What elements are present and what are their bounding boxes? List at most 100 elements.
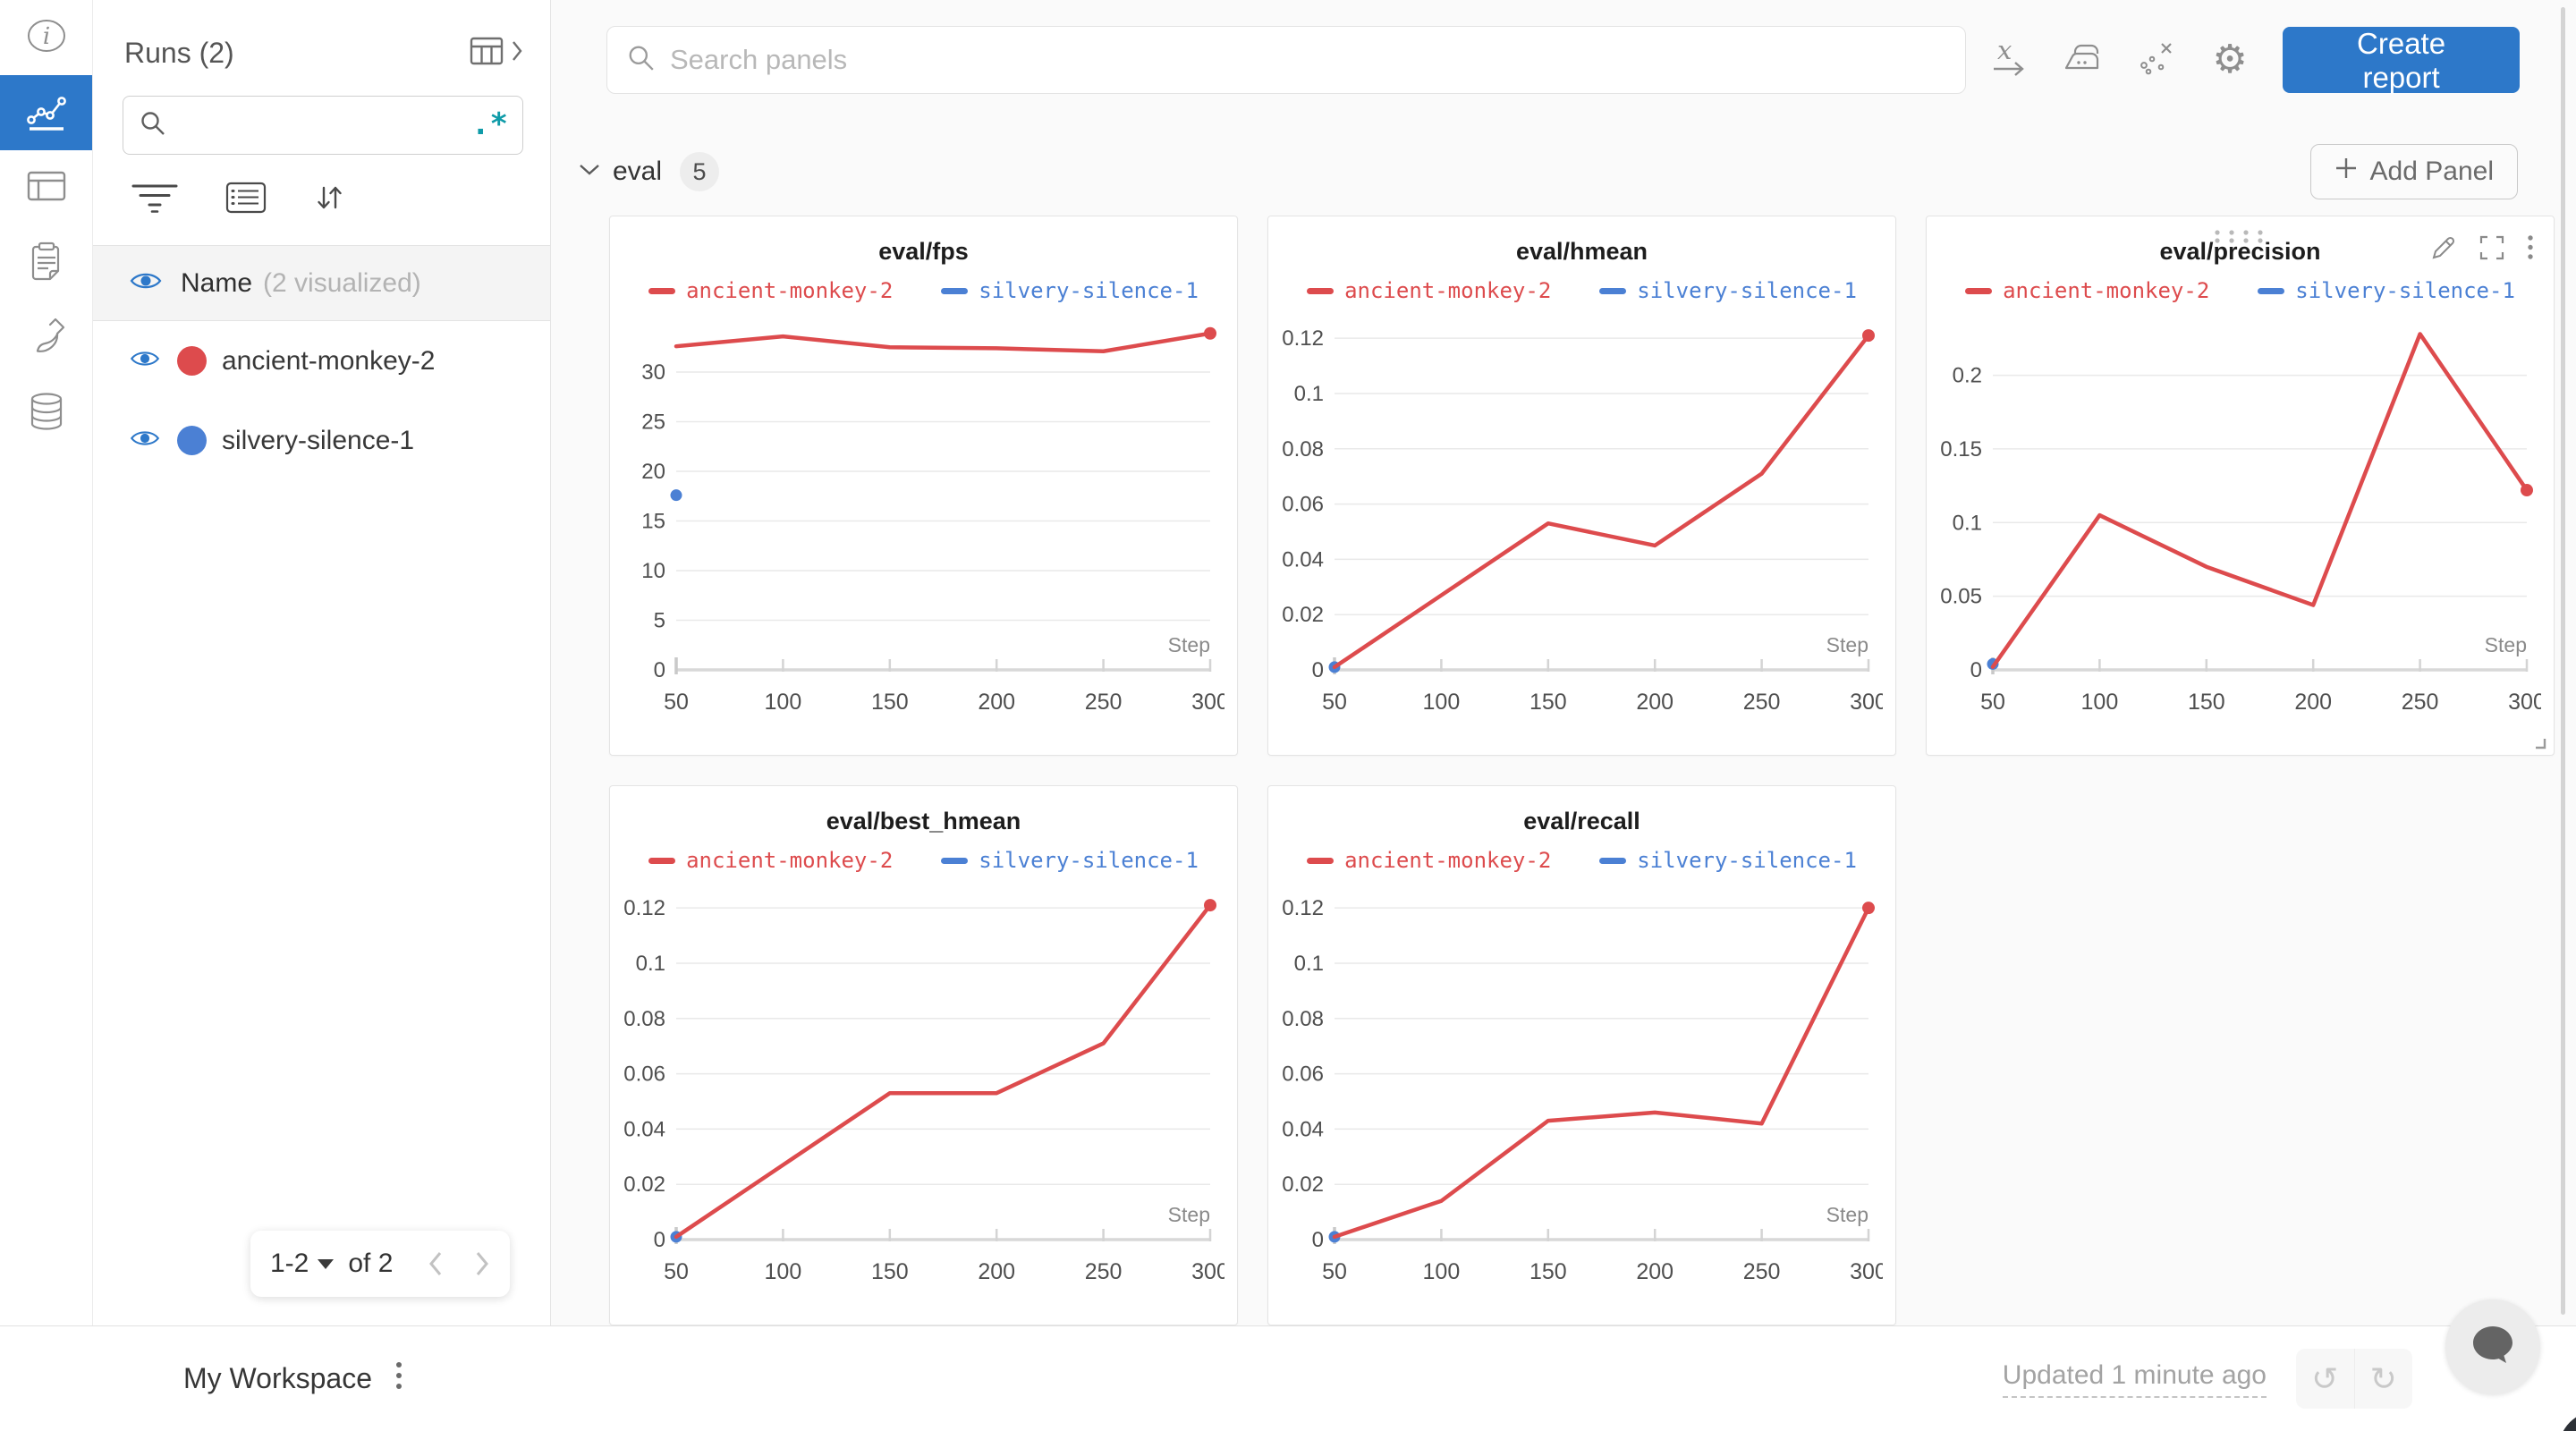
svg-text:20: 20 [641,460,665,484]
rail-item-info[interactable]: i [0,0,92,75]
edit-panel-button[interactable] [2430,234,2457,261]
legend-dash-icon [941,287,969,294]
runs-name-header[interactable]: Name (2 visualized) [93,245,550,321]
chart-plot[interactable]: 0 0.02 0.04 0.06 0.08 0.1 0.12 50 100 150 200 250 30… [624,878,1224,1291]
run-name: ancient-monkey-2 [222,345,436,376]
kebab-icon [394,1359,404,1399]
next-page-button[interactable] [474,1250,490,1277]
svg-text:0.12: 0.12 [1283,896,1324,920]
svg-text:100: 100 [1423,1259,1461,1284]
svg-text:200: 200 [978,690,1015,715]
svg-text:0.1: 0.1 [1294,382,1324,406]
page-range-dropdown[interactable]: 1-2 [270,1249,335,1279]
panel-search-box [606,26,1967,94]
chart-legend: ancient-monkey-2 silvery-silence-1 [1283,276,1881,305]
svg-text:50: 50 [1322,1259,1347,1284]
prev-page-button[interactable] [428,1250,444,1277]
chart-title: eval/precision [2159,238,2321,265]
run-color-dot [177,346,207,376]
run-row[interactable]: silvery-silence-1 [93,401,550,480]
panel-search-input[interactable] [670,44,1946,76]
svg-text:0.02: 0.02 [1283,1173,1324,1197]
svg-text:0.1: 0.1 [1953,511,1982,535]
search-icon [627,44,656,77]
rail-item-charts[interactable] [0,75,92,150]
brush-icon [25,315,68,362]
chart-plot[interactable]: 0 0.02 0.04 0.06 0.08 0.1 0.12 50 100 150 200 250 30… [1283,309,1883,722]
workspace-settings-button[interactable]: ⚙ [2209,40,2250,80]
open-runs-table-button[interactable] [470,36,523,71]
section-collapse-button[interactable] [577,162,602,182]
chart-panel: eval/precision ancient-monkey-2 silvery-si… [1926,216,2555,756]
visibility-eye-icon[interactable] [129,348,161,374]
chart-plot[interactable]: 0 0.02 0.04 0.06 0.08 0.1 0.12 50 100 150 200 250 30… [1283,878,1883,1291]
panel-menu-button[interactable] [2527,234,2534,261]
add-panel-button[interactable]: Add Panel [2309,144,2518,199]
legend-item: ancient-monkey-2 [1307,278,1551,303]
resize-handle-icon[interactable] [2530,733,2548,751]
group-runs-button[interactable] [225,182,267,218]
vertical-scrollbar[interactable] [2561,7,2565,1315]
rail-item-notes[interactable] [0,225,92,301]
legend-label: ancient-monkey-2 [686,848,894,873]
run-search-input[interactable] [179,111,472,140]
legend-label: silvery-silence-1 [979,278,1199,303]
svg-text:300: 300 [1191,690,1224,715]
chart-plot[interactable]: 0 5 10 15 20 25 30 50 100 150 200 250 300 Step [624,309,1224,722]
redo-button[interactable]: ↻ [2355,1349,2413,1409]
iron-icon [2063,40,2104,80]
chart-legend: ancient-monkey-2 silvery-silence-1 [624,846,1223,875]
updated-timestamp[interactable]: Updated 1 minute ago [2002,1360,2267,1398]
sort-runs-button[interactable] [313,182,345,218]
svg-text:250: 250 [1085,1259,1123,1284]
run-row[interactable]: ancient-monkey-2 [93,321,550,401]
rail-item-sweeps[interactable] [0,301,92,376]
rail-item-artifacts[interactable] [0,376,92,451]
legend-label: silvery-silence-1 [979,848,1199,873]
svg-text:10: 10 [641,559,665,583]
drag-handle-icon[interactable] [2211,229,2270,250]
legend-label: silvery-silence-1 [1637,278,1857,303]
sort-icon [313,182,345,218]
svg-text:300: 300 [1850,690,1883,715]
legend-item: silvery-silence-1 [941,278,1199,303]
gear-icon: ⚙ [2212,38,2248,81]
svg-text:15: 15 [641,510,665,534]
svg-text:0.1: 0.1 [636,952,665,976]
legend-item: ancient-monkey-2 [1307,848,1551,873]
visibility-eye-icon[interactable] [129,269,163,297]
svg-text:300: 300 [1850,1259,1883,1284]
section-title[interactable]: eval [613,157,663,186]
create-report-button[interactable]: Create report [2283,27,2520,94]
page-total-label: of 2 [348,1249,394,1278]
rail-item-table[interactable] [0,150,92,225]
visibility-eye-icon[interactable] [129,428,161,453]
filter-runs-button[interactable] [131,182,179,218]
run-color-dot [177,426,207,455]
panel-actions [2430,234,2534,261]
table-icon [25,166,68,210]
runs-sidebar: Runs (2) .* [93,0,551,1325]
chat-launcher-button[interactable] [2445,1300,2540,1394]
workspace-name[interactable]: My Workspace [183,1362,373,1394]
legend-dash-icon [941,857,969,864]
svg-text:250: 250 [2402,690,2439,715]
svg-text:0.02: 0.02 [1283,603,1324,627]
x-axis-settings-button[interactable]: x [1989,35,2030,82]
filter-icon [131,182,179,218]
svg-text:250: 250 [1743,1259,1781,1284]
regex-toggle[interactable]: .* [471,106,508,143]
runs-panel-title: Runs (2) [124,37,234,69]
fullscreen-panel-button[interactable] [2479,234,2505,261]
chart-plot[interactable]: 0 0.05 0.1 0.15 0.2 50 100 150 200 250 300 Step [1941,309,2541,722]
legend-dash-icon [648,287,676,294]
legend-item: silvery-silence-1 [1599,278,1857,303]
svg-text:250: 250 [1743,690,1781,715]
undo-button[interactable]: ↺ [2296,1349,2355,1409]
smoothing-settings-button[interactable] [2063,40,2104,80]
legend-label: ancient-monkey-2 [2003,278,2210,303]
svg-text:0.1: 0.1 [1294,952,1324,976]
outlier-settings-button[interactable] [2136,40,2177,80]
workspace-menu-button[interactable] [394,1359,404,1399]
x-axis-icon: x [1990,35,2029,82]
